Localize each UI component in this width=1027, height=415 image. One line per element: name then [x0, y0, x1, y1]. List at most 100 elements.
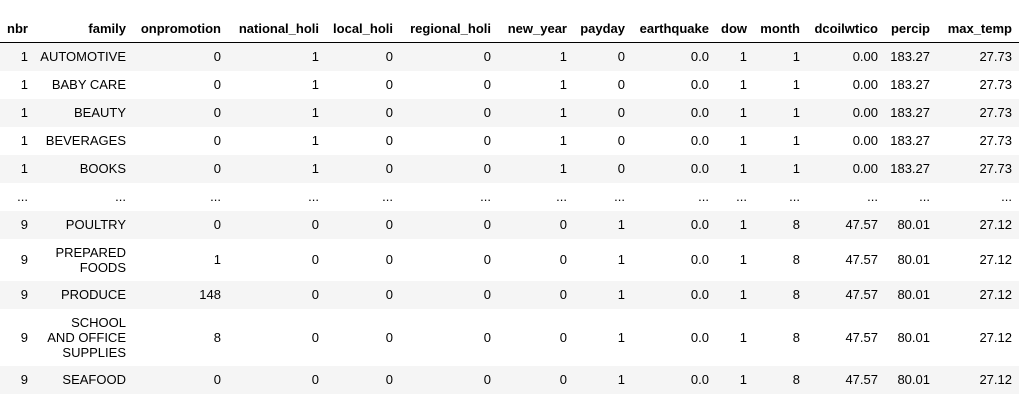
table-cell-month: 8 [792, 329, 800, 345]
column-header-month: month [754, 14, 807, 43]
table-cell-max-temp: 27.73 [979, 161, 1012, 176]
table-cell-max-temp: 27.12 [979, 372, 1012, 387]
table-cell-dow: 1 [739, 161, 747, 176]
table-cell-dcoilwtico: 0.00 [852, 49, 878, 65]
table-cell-onpromotion: 0 [213, 77, 221, 92]
table-cell-dow: 1 [739, 217, 747, 232]
table-cell-nbr: 9 [20, 287, 28, 302]
table-row: 9 SCHOOL AND OFFICE SUPPLIES 8 0 0 0 0 1 0.0 1 8 47.5… [0, 308, 1019, 366]
column-header-max-temp: max_temp [937, 14, 1019, 43]
table-cell-new-year: 1 [559, 105, 567, 120]
table-cell-percip: 80.01 [897, 329, 930, 345]
column-header-dow: dow [716, 14, 754, 43]
table-cell-new-year: 1 [559, 49, 567, 65]
table-cell-local-holi: 0 [385, 372, 393, 387]
table-cell-earthquake: 0.0 [690, 287, 709, 302]
table-cell-percip: 183.27 [890, 161, 930, 176]
table-row: 9 PREPARED FOODS 1 0 0 0 0 1 0.0 1 8 47.57 80.01 27.12 [0, 238, 1019, 281]
table-cell-earthquake: 0.0 [690, 252, 709, 267]
table-cell-percip: ... [919, 189, 930, 204]
table-cell-regional-holi: 0 [483, 133, 491, 148]
table-cell-onpromotion: 0 [213, 49, 221, 65]
table-cell-new-year: 0 [559, 329, 567, 345]
column-header-onpromotion: onpromotion [133, 14, 228, 43]
table-cell-new-year: 1 [559, 133, 567, 148]
table-cell-payday: 0 [617, 133, 625, 148]
table-cell-family: PRODUCE [60, 287, 126, 302]
table-row: 9 POULTRY 0 0 0 0 0 1 0.0 1 8 47.57 80.01 27.12 [0, 210, 1019, 239]
table-cell-payday: 0 [617, 49, 625, 65]
table-cell-dcoilwtico: 47.57 [845, 252, 878, 267]
table-cell-regional-holi: 0 [483, 372, 491, 387]
table-cell-new-year: 0 [559, 252, 567, 267]
table-cell-national-holi: 1 [311, 161, 319, 176]
table-cell-family: SEAFOOD [62, 372, 126, 387]
table-cell-national-holi: 0 [311, 329, 319, 345]
table-cell-nbr: 1 [20, 133, 28, 148]
table-cell-family: SCHOOL AND OFFICE SUPPLIES [47, 314, 126, 360]
table-cell-earthquake: 0.0 [690, 77, 709, 92]
column-header-payday: payday [574, 14, 632, 43]
table-cell-dcoilwtico: 0.00 [852, 105, 878, 120]
table-cell-max-temp: 27.73 [979, 77, 1012, 92]
table-cell-nbr: 1 [20, 49, 28, 65]
table-cell-max-temp: 27.73 [979, 133, 1012, 148]
table-cell-earthquake: 0.0 [690, 329, 709, 345]
table-row: 9 SEAFOOD 0 0 0 0 0 1 0.0 1 8 47.57 80.01 27.12 [0, 365, 1019, 394]
table-cell-local-holi: 0 [385, 133, 393, 148]
table-cell-local-holi: 0 [385, 252, 393, 267]
table-cell-nbr: 9 [20, 217, 28, 232]
table-cell-month: 1 [792, 133, 800, 148]
table-cell-percip: 80.01 [897, 372, 930, 387]
table-cell-family: PREPARED FOODS [55, 244, 126, 275]
table-cell-dow: 1 [739, 105, 747, 120]
table-cell-earthquake: 0.0 [690, 105, 709, 120]
table-cell-new-year: 0 [559, 372, 567, 387]
table-cell-dow: 1 [739, 133, 747, 148]
table-cell-dcoilwtico: 0.00 [852, 133, 878, 148]
table-cell-dow: 1 [739, 287, 747, 302]
table-cell-national-holi: 1 [311, 49, 319, 65]
table-cell-month: 1 [792, 161, 800, 176]
table-cell-earthquake: 0.0 [690, 217, 709, 232]
table-cell-regional-holi: 0 [483, 217, 491, 232]
table-cell-family: POULTRY [65, 217, 126, 232]
table-cell-percip: 183.27 [890, 77, 930, 92]
column-header-earthquake: earthquake [632, 14, 716, 43]
table-header-row: nbr family onpromotion national_holi local_h… [0, 14, 1019, 43]
table-cell-onpromotion: 0 [213, 105, 221, 120]
table-cell-percip: 183.27 [890, 49, 930, 65]
table-row: 1 BOOKS 0 1 0 0 1 0 0.0 1 1 0.00 183.27 27.73 [0, 154, 1019, 183]
table-row: ........................................… [0, 182, 1019, 211]
table-cell-dow: ... [736, 189, 747, 204]
table-cell-percip: 80.01 [897, 252, 930, 267]
table-cell-family: BABY CARE [51, 77, 126, 92]
table-cell-payday: 1 [617, 217, 625, 232]
table-cell-dcoilwtico: 47.57 [845, 217, 878, 232]
table-cell-national-holi: 1 [311, 133, 319, 148]
table-cell-payday: 0 [617, 105, 625, 120]
table-cell-family: BOOKS [79, 161, 126, 176]
table-cell-local-holi: ... [382, 189, 393, 204]
table-cell-month: 1 [792, 49, 800, 65]
table-cell-regional-holi: 0 [483, 329, 491, 345]
column-header-nbr: nbr [0, 14, 35, 43]
table-cell-payday: 1 [617, 329, 625, 345]
table-cell-local-holi: 0 [385, 329, 393, 345]
table-cell-nbr: 9 [20, 329, 28, 345]
table-cell-regional-holi: 0 [483, 49, 491, 65]
table-cell-nbr: 9 [20, 372, 28, 387]
table-row: 9 PRODUCE 148 0 0 0 0 1 0.0 1 8 47.57 80.01 27.12 [0, 280, 1019, 309]
table-cell-national-holi: ... [308, 189, 319, 204]
table-cell-national-holi: 1 [311, 105, 319, 120]
table-cell-dcoilwtico: 47.57 [845, 329, 878, 345]
table-cell-local-holi: 0 [385, 287, 393, 302]
table-cell-payday: 1 [617, 287, 625, 302]
table-cell-dow: 1 [739, 49, 747, 65]
table-cell-max-temp: ... [1001, 189, 1012, 204]
table-cell-percip: 183.27 [890, 133, 930, 148]
table-cell-earthquake: 0.0 [690, 372, 709, 387]
table-cell-month: 1 [792, 105, 800, 120]
table-cell-regional-holi: 0 [483, 161, 491, 176]
